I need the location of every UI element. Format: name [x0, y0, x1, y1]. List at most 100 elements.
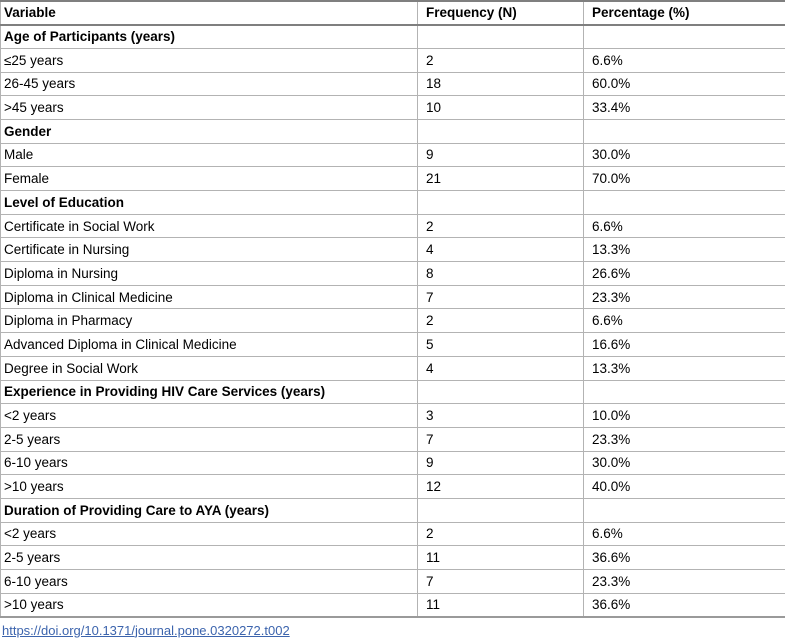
section-row-duration: Duration of Providing Care to AYA (years… — [0, 497, 785, 523]
table-row: Advanced Diploma in Clinical Medicine 5 … — [0, 332, 785, 357]
variable-cell: Female — [0, 166, 418, 191]
section-row-experience: Experience in Providing HIV Care Service… — [0, 379, 785, 405]
variable-cell: >45 years — [0, 95, 418, 120]
variable-cell: 26-45 years — [0, 71, 418, 97]
frequency-cell: 4 — [417, 237, 584, 263]
table-row: >10 years 12 40.0% — [0, 474, 785, 499]
table-row: Diploma in Nursing 8 26.6% — [0, 261, 785, 286]
variable-cell: ≤25 years — [0, 47, 418, 73]
frequency-cell: 3 — [417, 403, 584, 428]
frequency-cell: 5 — [417, 332, 584, 357]
percentage-cell: 6.6% — [583, 47, 785, 73]
variable-cell: 2-5 years — [0, 426, 418, 452]
frequency-cell: 10 — [417, 95, 584, 120]
variable-cell: <2 years — [0, 403, 418, 428]
frequency-cell: 2 — [417, 308, 584, 334]
table-row: 26-45 years 18 60.0% — [0, 71, 785, 97]
percentage-cell: 6.6% — [583, 521, 785, 547]
frequency-cell: 4 — [417, 355, 584, 381]
percentage-cell: 40.0% — [583, 474, 785, 499]
doi-link[interactable]: https://doi.org/10.1371/journal.pone.032… — [2, 622, 290, 638]
table-row: Diploma in Pharmacy 2 6.6% — [0, 308, 785, 334]
table-row: >10 years 11 36.6% — [0, 592, 785, 618]
table-row: <2 years 3 10.0% — [0, 403, 785, 428]
header-row: Variable Frequency (N) Percentage (%) — [0, 0, 785, 26]
table-body: Age of Participants (years) ≤25 years 2 … — [0, 24, 785, 618]
empty-cell — [417, 379, 584, 405]
empty-cell — [583, 118, 785, 144]
empty-cell — [583, 190, 785, 215]
percentage-cell: 10.0% — [583, 403, 785, 428]
frequency-cell: 11 — [417, 545, 584, 570]
frequency-cell: 2 — [417, 47, 584, 73]
percentage-cell: 33.4% — [583, 95, 785, 120]
section-label-cell: Experience in Providing HIV Care Service… — [0, 379, 418, 405]
frequency-cell: 8 — [417, 261, 584, 286]
frequency-cell: 7 — [417, 569, 584, 594]
section-row-age: Age of Participants (years) — [0, 24, 785, 49]
table-row: >45 years 10 33.4% — [0, 95, 785, 120]
percentage-cell: 30.0% — [583, 450, 785, 476]
column-header-frequency: Frequency (N) — [417, 0, 584, 26]
column-header-percentage: Percentage (%) — [583, 0, 785, 26]
variable-cell: Degree in Social Work — [0, 355, 418, 381]
table-row: Degree in Social Work 4 13.3% — [0, 355, 785, 381]
percentage-cell: 23.3% — [583, 569, 785, 594]
participants-characteristics-table: Variable Frequency (N) Percentage (%) Ag… — [0, 0, 785, 618]
frequency-cell: 2 — [417, 213, 584, 239]
variable-cell: <2 years — [0, 521, 418, 547]
table-row: Certificate in Social Work 2 6.6% — [0, 213, 785, 239]
empty-cell — [417, 497, 584, 523]
percentage-cell: 36.6% — [583, 545, 785, 570]
percentage-cell: 30.0% — [583, 142, 785, 168]
empty-cell — [417, 24, 584, 49]
table-row: Female 21 70.0% — [0, 166, 785, 191]
variable-cell: 2-5 years — [0, 545, 418, 570]
section-row-education: Level of Education — [0, 190, 785, 215]
frequency-cell: 12 — [417, 474, 584, 499]
table-row: <2 years 2 6.6% — [0, 521, 785, 547]
table-row: Male 9 30.0% — [0, 142, 785, 168]
variable-cell: Certificate in Social Work — [0, 213, 418, 239]
section-label-cell: Gender — [0, 118, 418, 144]
percentage-cell: 6.6% — [583, 308, 785, 334]
variable-cell: Male — [0, 142, 418, 168]
percentage-cell: 13.3% — [583, 237, 785, 263]
percentage-cell: 6.6% — [583, 213, 785, 239]
section-label-cell: Age of Participants (years) — [0, 24, 418, 49]
table-row: 2-5 years 11 36.6% — [0, 545, 785, 570]
empty-cell — [583, 497, 785, 523]
table-row: Certificate in Nursing 4 13.3% — [0, 237, 785, 263]
table-row: 6-10 years 7 23.3% — [0, 569, 785, 594]
variable-cell: 6-10 years — [0, 569, 418, 594]
variable-cell: Certificate in Nursing — [0, 237, 418, 263]
table-row: ≤25 years 2 6.6% — [0, 47, 785, 73]
frequency-cell: 7 — [417, 426, 584, 452]
variable-cell: Diploma in Clinical Medicine — [0, 284, 418, 310]
empty-cell — [417, 118, 584, 144]
section-label-cell: Level of Education — [0, 190, 418, 215]
percentage-cell: 23.3% — [583, 426, 785, 452]
percentage-cell: 36.6% — [583, 592, 785, 618]
percentage-cell: 26.6% — [583, 261, 785, 286]
frequency-cell: 7 — [417, 284, 584, 310]
frequency-cell: 21 — [417, 166, 584, 191]
percentage-cell: 70.0% — [583, 166, 785, 191]
variable-cell: Diploma in Pharmacy — [0, 308, 418, 334]
frequency-cell: 2 — [417, 521, 584, 547]
variable-cell: Diploma in Nursing — [0, 261, 418, 286]
frequency-cell: 11 — [417, 592, 584, 618]
percentage-cell: 13.3% — [583, 355, 785, 381]
percentage-cell: 60.0% — [583, 71, 785, 97]
section-row-gender: Gender — [0, 118, 785, 144]
column-header-variable: Variable — [0, 0, 418, 26]
empty-cell — [583, 24, 785, 49]
table-row: 2-5 years 7 23.3% — [0, 426, 785, 452]
table-row: 6-10 years 9 30.0% — [0, 450, 785, 476]
variable-cell: 6-10 years — [0, 450, 418, 476]
frequency-cell: 9 — [417, 142, 584, 168]
section-label-cell: Duration of Providing Care to AYA (years… — [0, 497, 418, 523]
empty-cell — [583, 379, 785, 405]
empty-cell — [417, 190, 584, 215]
